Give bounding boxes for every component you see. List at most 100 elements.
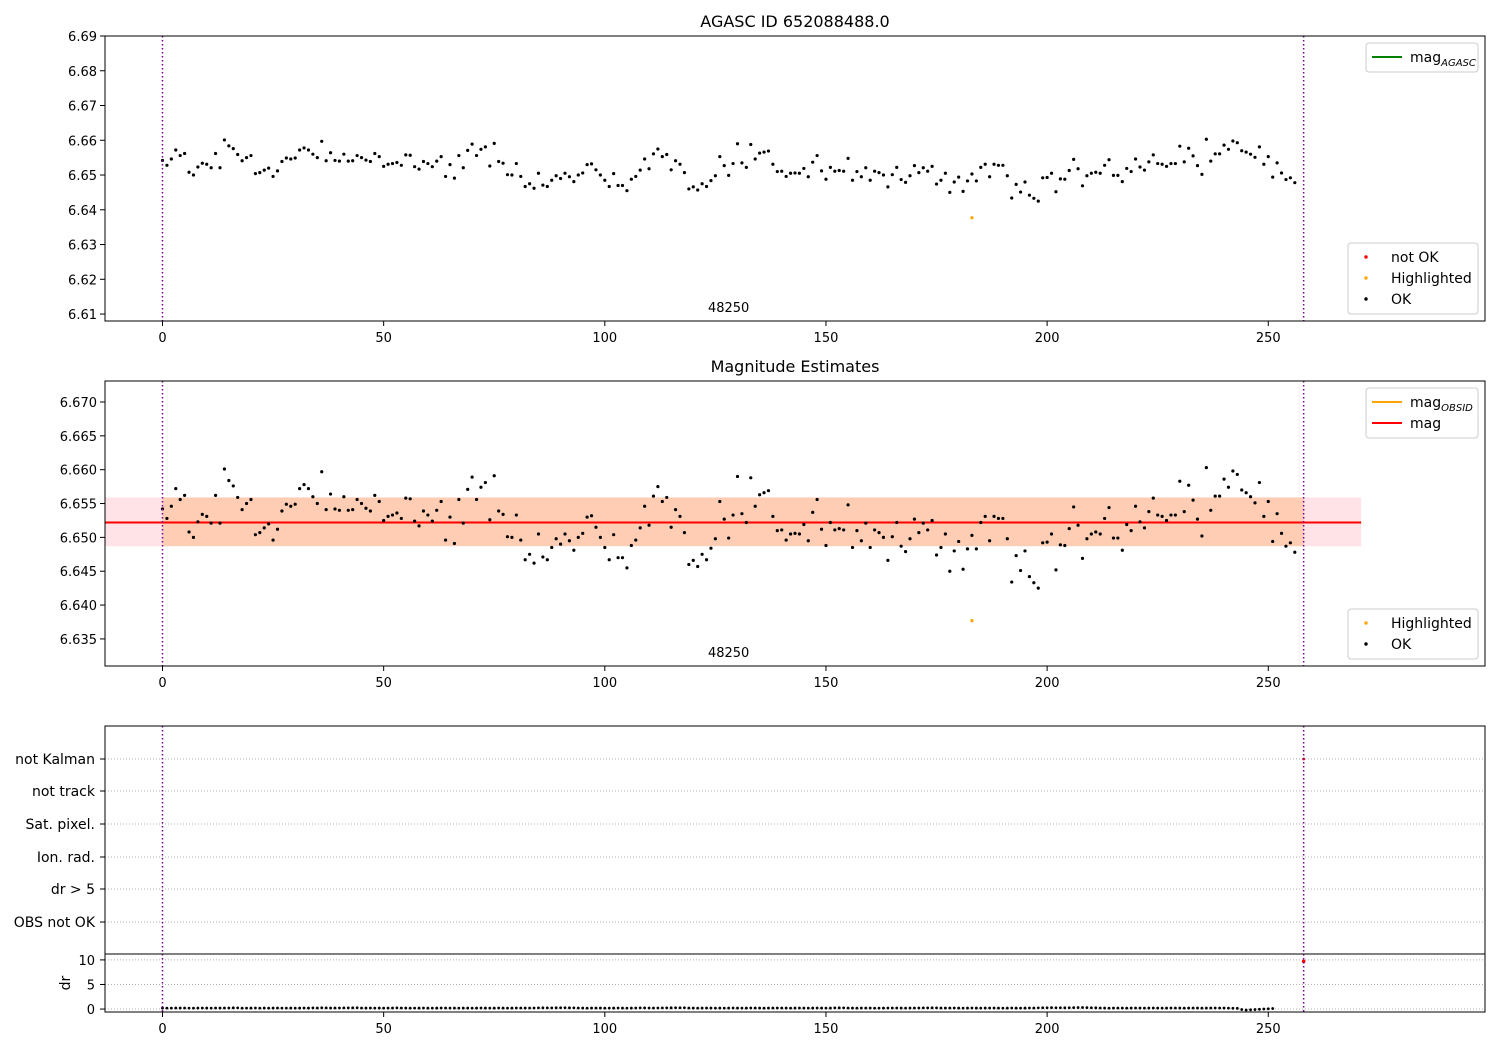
data-point (514, 513, 518, 517)
dr-point (824, 1006, 828, 1010)
x-tick-label: 200 (1035, 1022, 1060, 1037)
data-point (169, 157, 173, 161)
data-point (315, 501, 319, 506)
data-point (1262, 162, 1266, 166)
data-point (470, 142, 474, 146)
data-point (528, 182, 532, 186)
data-point (903, 549, 908, 554)
dr-point (736, 1006, 739, 1010)
data-point (1204, 466, 1208, 470)
data-point (532, 561, 536, 565)
data-point (213, 493, 218, 498)
dr-point (430, 1006, 434, 1010)
data-point (293, 502, 297, 506)
data-point (218, 166, 222, 170)
data-point (227, 144, 231, 148)
data-point (244, 501, 249, 506)
data-point (647, 167, 651, 171)
dr-point (992, 1006, 996, 1010)
flag-row-label: OBS not OK (14, 915, 96, 931)
data-point (1275, 512, 1279, 516)
data-point (523, 184, 527, 189)
data-point (466, 148, 470, 152)
data-point (581, 531, 585, 535)
data-point (939, 178, 943, 182)
legend-marker-swatch (1364, 255, 1368, 259)
dr-point (930, 1006, 934, 1010)
data-point (457, 153, 461, 158)
data-point (576, 173, 580, 177)
data-point (479, 147, 483, 151)
dr-point (1200, 1006, 1204, 1010)
data-point (404, 153, 408, 157)
data-point (187, 170, 191, 174)
data-point (974, 547, 978, 551)
data-point (992, 162, 996, 166)
data-point (625, 566, 629, 570)
dr-point (338, 1006, 341, 1010)
data-point (722, 517, 726, 521)
data-point (859, 175, 863, 179)
dr-point (1156, 1006, 1160, 1010)
dr-point (267, 1006, 271, 1010)
dr-point (475, 1006, 478, 1010)
data-point (850, 545, 855, 550)
data-point (912, 517, 917, 521)
dr-point (921, 1006, 925, 1010)
data-point (1293, 181, 1297, 185)
data-point (603, 545, 607, 550)
data-point (320, 139, 324, 143)
data-point (174, 148, 178, 152)
data-point (1187, 483, 1191, 487)
data-point (351, 508, 355, 512)
dr-point (603, 1006, 607, 1010)
data-point (382, 164, 386, 168)
dr-point (1094, 1006, 1098, 1010)
data-point (377, 155, 381, 159)
dr-point (744, 1006, 748, 1010)
data-point (474, 153, 479, 158)
legend-label-subscript: AGASC (1440, 58, 1476, 69)
data-point (965, 179, 970, 183)
data-point (634, 538, 638, 542)
dr-point (585, 1006, 589, 1010)
dr-point (1173, 1006, 1177, 1010)
data-point (1231, 139, 1235, 143)
data-point (386, 162, 390, 166)
data-point (837, 168, 841, 173)
data-point (1103, 516, 1107, 521)
data-point (417, 167, 421, 171)
data-point (691, 185, 695, 189)
data-point (1120, 180, 1124, 184)
data-point (532, 186, 536, 190)
data-point (996, 163, 1001, 167)
data-point (169, 504, 173, 508)
x-tick-label: 100 (592, 331, 617, 346)
dr-point (1023, 1006, 1027, 1010)
data-point (948, 569, 952, 573)
dr-point (983, 1006, 987, 1010)
data-point (704, 184, 709, 189)
data-point (873, 169, 877, 173)
legend-label: OK (1391, 292, 1412, 308)
data-point (1182, 510, 1186, 514)
dr-point (1169, 1006, 1173, 1010)
data-point (554, 174, 558, 178)
dr-point (1147, 1006, 1151, 1010)
dr-point (1249, 1008, 1252, 1012)
data-point (638, 526, 642, 530)
data-point (417, 524, 421, 528)
x-tick-label: 50 (375, 1022, 392, 1037)
dr-point (1005, 1006, 1009, 1010)
data-point (740, 161, 744, 165)
dr-point (453, 1006, 456, 1010)
data-point (713, 537, 717, 541)
dr-point (767, 1006, 770, 1010)
data-point (178, 497, 182, 502)
data-point (589, 162, 594, 166)
dr-point (1235, 1006, 1239, 1010)
x-tick-label: 250 (1256, 1022, 1281, 1037)
data-point (413, 165, 417, 169)
flag-row-label: Sat. pixel. (26, 817, 95, 833)
y-tick-label: 6.69 (68, 30, 97, 45)
